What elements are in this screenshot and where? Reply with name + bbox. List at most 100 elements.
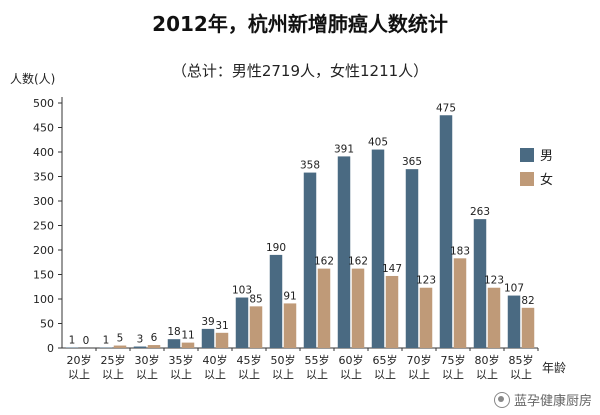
bar-female — [419, 287, 433, 348]
x-tick-label: 25岁 — [101, 353, 126, 367]
bar-male — [371, 149, 385, 348]
y-tick-label: 350 — [33, 171, 54, 184]
x-tick-label: 以上 — [340, 368, 362, 381]
x-tick-label: 70岁 — [407, 353, 432, 367]
x-tick-label: 以上 — [68, 368, 90, 381]
bar-value-label: 11 — [181, 330, 194, 342]
y-tick-label: 200 — [33, 244, 54, 257]
x-tick-label: 以上 — [272, 368, 294, 381]
bar-male — [235, 297, 249, 348]
bar-female — [487, 287, 501, 348]
x-tick-label: 以上 — [408, 368, 430, 381]
bar-male — [337, 156, 351, 348]
bar-value-label: 475 — [436, 102, 456, 114]
x-tick-label: 75岁 — [441, 353, 466, 367]
bar-male — [167, 339, 181, 348]
bar-value-label: 6 — [151, 332, 158, 344]
x-tick-label: 20岁 — [67, 353, 92, 367]
watermark: 蓝孕健康厨房 — [493, 390, 592, 409]
bar-female — [385, 275, 399, 348]
bar-female — [453, 258, 467, 348]
x-tick-label: 85岁 — [509, 353, 534, 367]
bar-female — [351, 268, 365, 348]
bar-value-label: 85 — [249, 293, 262, 305]
bar-value-label: 18 — [167, 326, 180, 338]
x-tick-label: 以上 — [204, 368, 226, 381]
bar-value-label: 1 — [69, 335, 76, 347]
y-tick-label: 500 — [33, 97, 54, 110]
bar-male — [269, 254, 283, 348]
bar-value-label: 358 — [300, 160, 320, 172]
bar-male — [507, 295, 521, 348]
bar-value-label: 91 — [283, 290, 296, 302]
x-tick-label: 以上 — [442, 368, 464, 381]
bar-female — [283, 303, 297, 348]
bar-value-label: 391 — [334, 143, 354, 155]
y-tick-label: 100 — [33, 293, 54, 306]
bar-value-label: 147 — [382, 263, 402, 275]
x-tick-label: 55岁 — [305, 353, 330, 367]
x-tick-label: 35岁 — [169, 353, 194, 367]
bar-value-label: 107 — [504, 283, 524, 295]
legend-swatch-male — [520, 148, 534, 162]
bar-value-label: 0 — [83, 335, 90, 347]
x-tick-label: 65岁 — [373, 353, 398, 367]
bar-value-label: 31 — [215, 320, 228, 332]
bar-value-label: 3 — [137, 334, 144, 346]
bar-male — [201, 328, 215, 348]
bar-value-label: 82 — [521, 295, 534, 307]
x-tick-label: 45岁 — [237, 353, 262, 367]
x-tick-label: 80岁 — [475, 353, 500, 367]
watermark-text: 蓝孕健康厨房 — [513, 394, 592, 409]
bar-value-label: 123 — [484, 275, 504, 287]
legend-label: 女 — [540, 172, 553, 188]
bar-female — [181, 342, 195, 348]
bar-male — [405, 169, 419, 348]
bar-male — [439, 115, 453, 348]
y-tick-label: 450 — [33, 122, 54, 135]
y-tick-label: 250 — [33, 220, 54, 233]
x-tick-label: 50岁 — [271, 353, 296, 367]
bar-value-label: 190 — [266, 242, 286, 254]
x-tick-label: 以上 — [238, 368, 260, 381]
x-tick-label: 以上 — [510, 368, 532, 381]
wechat-channel-icon — [493, 391, 510, 408]
bar-value-label: 162 — [314, 256, 334, 268]
bar-female — [215, 332, 229, 348]
bar-value-label: 365 — [402, 156, 422, 168]
bar-female — [521, 307, 535, 348]
y-tick-label: 0 — [47, 342, 54, 355]
bar-value-label: 5 — [117, 333, 124, 345]
x-tick-label: 以上 — [102, 368, 124, 381]
x-tick-label: 60岁 — [339, 353, 364, 367]
bar-value-label: 263 — [470, 206, 490, 218]
chart-title: 2012年，杭州新增肺癌人数统计 — [152, 12, 448, 36]
x-tick-label: 以上 — [170, 368, 192, 381]
y-axis-label: 人数(人) — [10, 71, 55, 86]
y-tick-label: 300 — [33, 195, 54, 208]
y-tick-label: 150 — [33, 269, 54, 282]
bar-male — [303, 172, 317, 348]
legend-label: 男 — [540, 149, 553, 164]
bar-male — [473, 219, 487, 348]
bar-female — [113, 345, 127, 348]
bar-value-label: 162 — [348, 256, 368, 268]
x-tick-label: 以上 — [136, 368, 158, 381]
bar-value-label: 103 — [232, 285, 252, 297]
bar-male — [133, 346, 147, 348]
x-tick-label: 40岁 — [203, 353, 228, 367]
y-tick-label: 50 — [40, 318, 54, 331]
x-tick-label: 以上 — [306, 368, 328, 381]
x-axis-label: 年龄 — [542, 361, 566, 375]
bar-value-label: 183 — [450, 245, 470, 257]
legend-swatch-female — [520, 172, 534, 186]
bar-female — [147, 345, 161, 348]
bar-value-label: 123 — [416, 275, 436, 287]
y-tick-label: 400 — [33, 146, 54, 159]
bar-female — [249, 306, 263, 348]
bar-value-label: 405 — [368, 137, 388, 149]
chart-subtitle: （总计：男性2719人，女性1211人） — [171, 62, 429, 80]
bar-value-label: 39 — [201, 316, 214, 328]
bar-value-label: 1 — [103, 335, 110, 347]
